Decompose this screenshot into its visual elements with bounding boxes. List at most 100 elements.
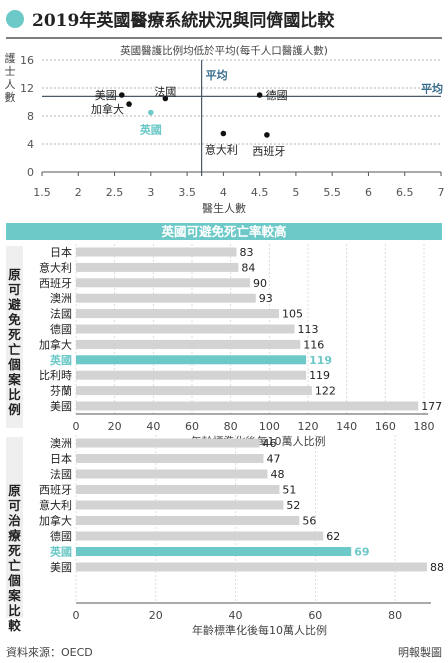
treatable-value-label: 88 — [430, 561, 444, 574]
treatable-category-label: 德國 — [50, 529, 72, 543]
avoidable-side-label-char: 亡 — [8, 342, 21, 357]
source-note: 資料來源：OECD — [6, 645, 93, 659]
avoidable-xtick-label: 80 — [224, 420, 238, 433]
treatable-bar — [76, 469, 268, 479]
avoidable-xtick-label: 120 — [298, 420, 319, 433]
avoidable-side-label-char: 案 — [7, 372, 21, 387]
scatter-ylabel-char: 人 — [5, 78, 16, 91]
avoidable-category-label: 比利時 — [39, 369, 72, 382]
scatter-xtick-label: 2 — [75, 186, 82, 199]
avoidable-side-label-char: 個 — [7, 357, 21, 372]
avoidable-value-label: 93 — [259, 292, 273, 305]
treatable-side-label-char: 比 — [8, 603, 21, 618]
avoidable-xtick-label: 20 — [108, 420, 122, 433]
treatable-category-label: 西班牙 — [39, 484, 72, 497]
scatter-point-label: 英國 — [139, 123, 162, 137]
scatter-ytick-label: 12 — [20, 82, 34, 95]
avoidable-category-label: 英國 — [49, 353, 72, 367]
avoidable-side-label-char: 原 — [8, 267, 21, 282]
treatable-value-label: 69 — [354, 546, 369, 559]
avoidable-bar — [76, 293, 256, 303]
scatter-point-label: 意大利 — [205, 143, 238, 157]
avoidable-category-label: 德國 — [50, 322, 72, 336]
avoidable-side-panel — [6, 246, 23, 428]
avoidable-xtick-label: 100 — [259, 420, 280, 433]
treatable-value-label: 62 — [326, 530, 340, 543]
avoidable-side-label-char: 可 — [8, 282, 21, 297]
treatable-category-label: 意大利 — [39, 498, 72, 512]
scatter-point — [162, 95, 169, 102]
avoidable-side-label-char: 免 — [8, 312, 21, 327]
treatable-category-label: 美國 — [50, 561, 72, 574]
avoidable-xtick-label: 40 — [146, 420, 160, 433]
treatable-bar — [76, 500, 284, 510]
avoidable-value-label: 90 — [253, 277, 267, 290]
scatter-point-label: 美國 — [95, 89, 117, 102]
treatable-xlabel: 年齡標準化後每10萬人比例 — [192, 623, 327, 637]
treatable-bar — [76, 438, 260, 448]
treatable-side-label-char: 可 — [8, 498, 21, 513]
title-bullet-icon — [6, 10, 24, 28]
scatter-point-label: 德國 — [266, 88, 288, 102]
scatter-ylabel-char: 護 — [5, 51, 16, 65]
avoidable-value-label: 116 — [303, 338, 324, 351]
scatter-point — [119, 92, 125, 98]
treatable-side-label-char: 較 — [8, 618, 21, 633]
scatter-xtick-label: 4 — [220, 186, 227, 199]
treatable-value-label: 47 — [266, 453, 280, 466]
avoidable-bar — [76, 401, 419, 411]
treatable-side-label-char: 亡 — [8, 558, 21, 573]
treatable-xtick-label: 40 — [229, 609, 243, 622]
treatable-category-label: 澳洲 — [50, 437, 72, 450]
avoidable-value-label: 177 — [421, 400, 442, 413]
scatter-xtick-label: 2.5 — [106, 186, 124, 199]
avoidable-side-label-char: 例 — [8, 402, 21, 417]
scatter-xtick-label: 5.5 — [323, 186, 341, 199]
scatter-xtick-label: 6 — [365, 186, 372, 199]
avoidable-side-label-char: 死 — [7, 327, 21, 342]
avoidable-bar — [76, 309, 279, 319]
treatable-category-label: 法國 — [50, 467, 72, 481]
section-header-title: 英國可避免死亡率較高 — [161, 224, 286, 239]
treatable-xtick-label: 80 — [388, 609, 402, 622]
avoidable-category-label: 美國 — [50, 400, 72, 413]
scatter-point — [256, 92, 263, 98]
avoidable-value-label: 113 — [297, 323, 318, 336]
treatable-category-label: 日本 — [50, 452, 72, 466]
avoidable-bar — [76, 247, 237, 257]
avoidable-value-label: 83 — [239, 246, 253, 259]
credit-note: 明報製圖 — [398, 645, 442, 659]
scatter-xtick-label: 6.5 — [396, 186, 414, 199]
treatable-xtick-label: 20 — [149, 609, 163, 622]
scatter-ytick-label: 4 — [27, 138, 34, 151]
scatter-xtick-label: 7 — [438, 186, 445, 199]
avoidable-value-label: 105 — [282, 308, 303, 321]
avoidable-value-label: 84 — [241, 261, 255, 274]
treatable-category-label: 加拿大 — [39, 514, 72, 528]
avoidable-value-label: 119 — [309, 369, 330, 382]
avoidable-bar — [76, 355, 307, 365]
avoidable-bar — [76, 278, 250, 288]
treatable-bar — [76, 562, 427, 572]
treatable-value-label: 51 — [282, 484, 296, 497]
scatter-title: 英國醫護比例均低於平均(每千人口醫護人數) — [120, 44, 328, 57]
scatter-ytick-label: 16 — [20, 54, 34, 67]
scatter-point-label: 加拿大 — [91, 102, 124, 116]
scatter-ytick-label: 8 — [27, 110, 34, 123]
treatable-side-panel — [6, 437, 23, 618]
scatter-point — [148, 109, 154, 116]
avoidable-xtick-label: 140 — [336, 420, 357, 433]
avoidable-category-label: 芬蘭 — [50, 385, 72, 398]
avoidable-category-label: 澳洲 — [50, 292, 72, 305]
page-title: 2019年英國醫療系統狀況與同儕國比較 — [32, 10, 335, 31]
avoidable-category-label: 西班牙 — [39, 277, 72, 290]
avoidable-category-label: 意大利 — [39, 260, 72, 274]
treatable-side-label-char: 療 — [8, 528, 21, 543]
avoidable-bar — [76, 339, 301, 349]
scatter-ylabel-char: 士 — [5, 65, 16, 78]
section-header-bar — [6, 223, 442, 240]
